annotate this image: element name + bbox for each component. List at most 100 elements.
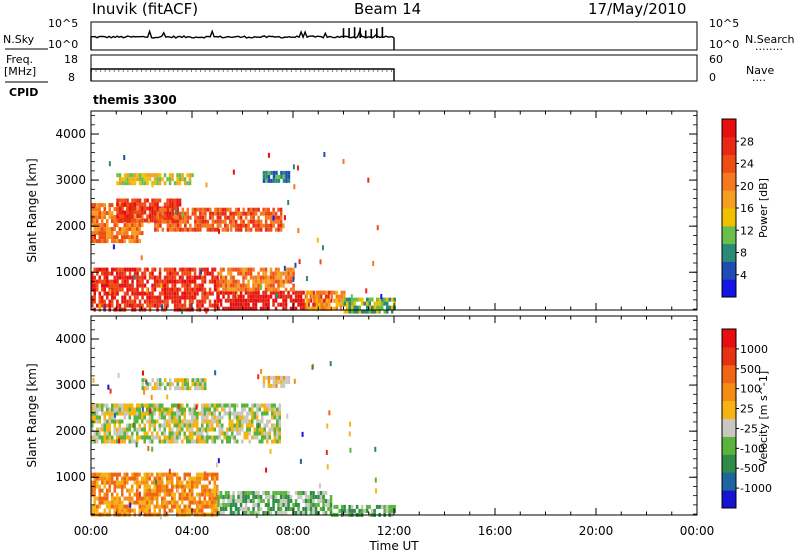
echo-cell — [272, 283, 275, 288]
echo-cell — [277, 271, 280, 276]
echo-cell — [309, 503, 313, 507]
echo-cell — [163, 202, 167, 207]
echo-cell — [254, 298, 258, 303]
echo-cell — [126, 227, 129, 232]
echo-cell — [229, 275, 233, 280]
nave-dot — [154, 70, 156, 72]
echo-cell — [106, 403, 109, 408]
echo-cell — [277, 499, 280, 503]
echo-cell — [126, 431, 129, 436]
echo-cell — [96, 411, 99, 416]
echo-cell — [353, 301, 356, 306]
colorbar-tick-label: 100 — [740, 383, 761, 396]
echo-cell — [181, 177, 184, 182]
echo-cell — [123, 181, 127, 186]
echo-cell — [188, 500, 191, 505]
echo-cell — [263, 411, 266, 416]
echo-cell — [327, 499, 330, 503]
echo-cell — [146, 267, 149, 272]
echo-cell — [174, 223, 177, 228]
echo-cell — [176, 295, 179, 300]
echo-cell — [108, 279, 111, 284]
echo-cell — [203, 500, 206, 505]
echo-cell — [123, 223, 126, 228]
echo-cell — [279, 207, 283, 212]
echo-cell — [161, 283, 164, 288]
echo-cell — [148, 271, 152, 276]
echo-cell — [108, 203, 111, 208]
echo-cell — [173, 206, 177, 211]
echo-cell — [166, 227, 170, 232]
echo-cell — [201, 427, 204, 432]
echo-cell — [183, 283, 187, 288]
echo-cell — [378, 297, 381, 302]
echo-cell — [213, 407, 216, 412]
echo-cell — [93, 415, 96, 420]
echo-cell — [131, 177, 134, 182]
echo-cell — [103, 435, 106, 440]
echo-cell — [302, 306, 305, 311]
y-tick-label: 4000 — [55, 127, 86, 141]
echo-cell — [329, 306, 333, 311]
echo-cell — [279, 499, 283, 503]
echo-cell — [176, 223, 180, 228]
echo-cell — [166, 219, 170, 224]
echo-cell — [376, 309, 379, 314]
echo-cell — [373, 508, 376, 513]
echo-cell — [381, 301, 384, 306]
echo-cell — [109, 388, 112, 394]
echo-cell — [272, 499, 275, 503]
echo-cell — [242, 499, 245, 503]
echo-cell — [153, 181, 157, 186]
echo-cell — [133, 508, 136, 513]
echo-cell — [166, 476, 169, 481]
echo-cell — [151, 267, 154, 272]
echo-cell — [279, 503, 283, 507]
echo-cell — [181, 213, 184, 219]
echo-cell — [143, 198, 147, 203]
echo-cell — [383, 504, 386, 509]
echo-cell — [203, 295, 207, 300]
echo-cell — [116, 271, 119, 276]
noise-tick-right-top: 10^5 — [709, 17, 740, 30]
echo-cell — [233, 415, 236, 420]
echo-cell — [141, 271, 144, 276]
echo-cell — [111, 215, 114, 220]
echo-cell — [118, 504, 121, 509]
echo-cell — [258, 427, 261, 432]
echo-cell — [171, 407, 174, 412]
echo-cell — [222, 294, 225, 299]
echo-cell — [156, 476, 159, 481]
echo-cell — [131, 303, 134, 308]
echo-cell — [148, 291, 152, 296]
echo-cell — [231, 427, 234, 432]
echo-cell — [186, 279, 189, 284]
echo-cell — [158, 411, 161, 416]
echo-cell — [141, 275, 144, 280]
echo-cell — [181, 173, 184, 178]
echo-cell — [267, 491, 270, 495]
echo-cell — [386, 301, 389, 306]
echo-cell — [151, 488, 154, 493]
echo-cell — [141, 496, 144, 501]
echo-cell — [222, 499, 225, 503]
echo-cell — [151, 496, 154, 501]
echo-cell — [133, 267, 137, 272]
echo-cell — [237, 306, 240, 311]
echo-cell — [163, 488, 166, 493]
echo-cell — [136, 295, 139, 300]
echo-cell — [194, 211, 197, 216]
echo-cell — [229, 302, 233, 307]
echo-cell — [174, 378, 177, 383]
echo-cell — [186, 271, 189, 276]
echo-cell — [292, 283, 295, 288]
echo-cell — [98, 484, 101, 489]
echo-cell — [206, 472, 209, 477]
echo-cell — [226, 223, 230, 228]
echo-cell — [319, 499, 323, 503]
echo-cell — [211, 427, 214, 432]
echo-cell — [116, 303, 119, 308]
echo-cell — [156, 382, 159, 387]
echo-cell — [274, 227, 278, 232]
echo-cell — [259, 499, 263, 503]
